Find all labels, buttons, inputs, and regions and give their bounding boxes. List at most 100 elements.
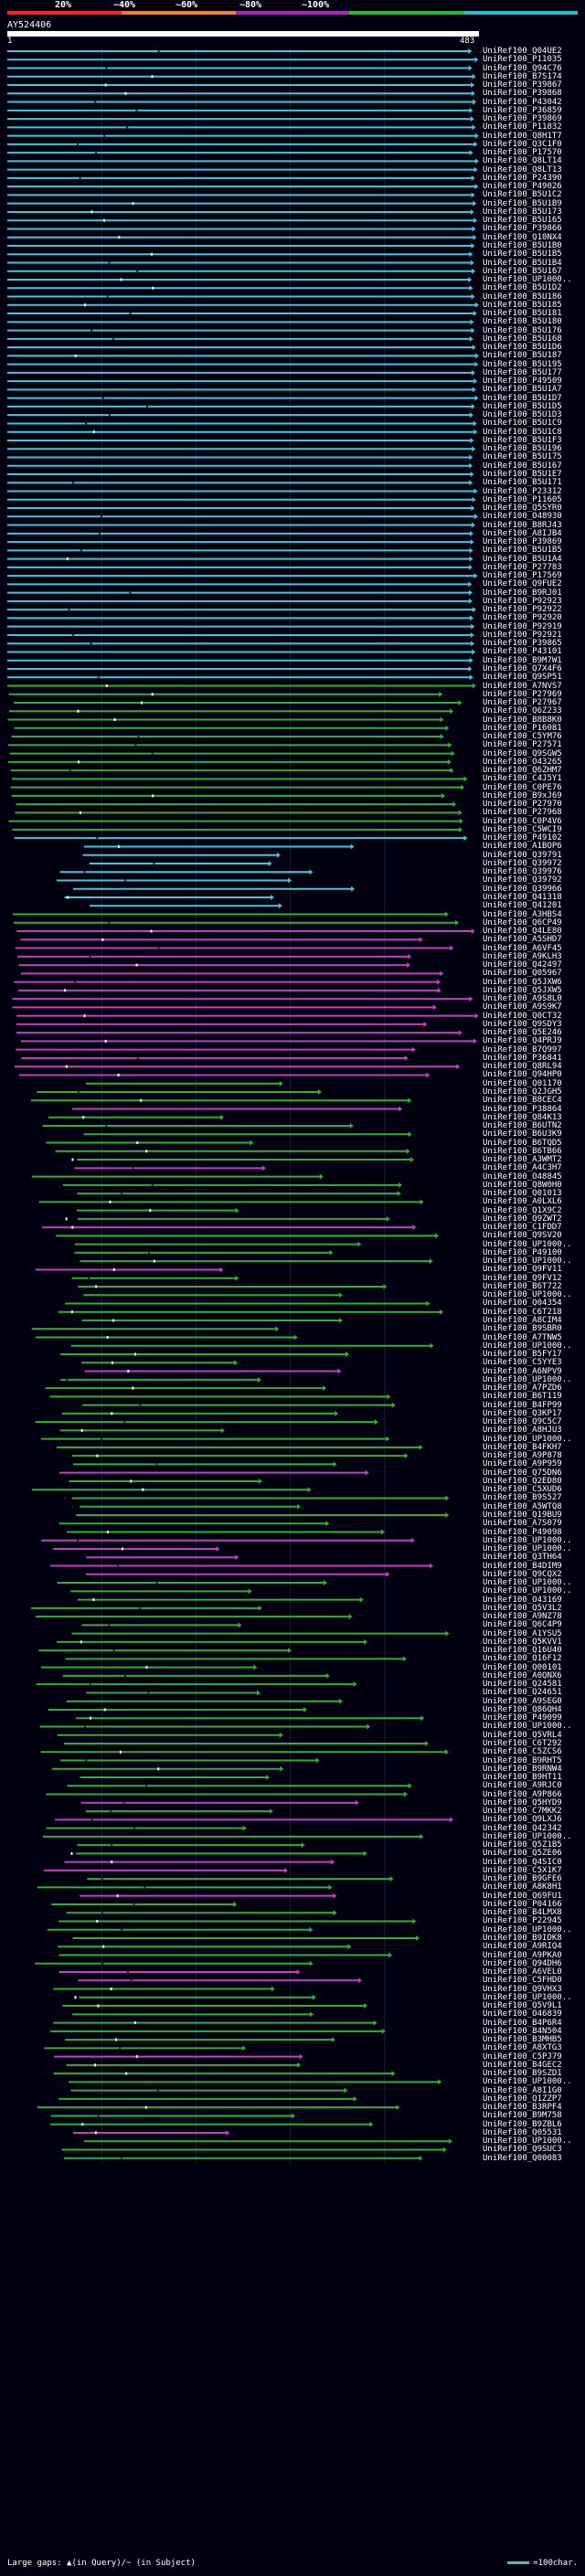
- hit-label[interactable]: UniRef100_B5U195: [483, 359, 562, 369]
- hit-label[interactable]: UniRef100_Q5SYR0: [483, 504, 562, 514]
- hit-alignment[interactable]: [58, 1469, 369, 1476]
- hit-alignment[interactable]: [53, 2019, 378, 2026]
- hit-alignment[interactable]: [72, 2129, 230, 2136]
- hit-label[interactable]: UniRef100_B5U167: [483, 266, 562, 276]
- hit-label[interactable]: UniRef100_Q0CT32: [483, 1011, 562, 1021]
- hit-label[interactable]: UniRef100_Q9SGW5: [483, 748, 562, 758]
- hit-alignment[interactable]: [48, 1114, 224, 1120]
- hit-label[interactable]: UniRef100_Q39792: [483, 875, 562, 885]
- hit-label[interactable]: UniRef100_A9PKA0: [483, 1950, 562, 1960]
- hit-alignment[interactable]: [74, 1249, 334, 1256]
- hit-label[interactable]: UniRef100_A8IJB4: [483, 528, 562, 538]
- hit-label[interactable]: UniRef100_B3RPF4: [483, 2103, 562, 2113]
- hit-label[interactable]: UniRef100_P22945: [483, 1916, 562, 1926]
- hit-alignment[interactable]: [81, 1318, 344, 1323]
- hit-label[interactable]: UniRef100_P23312: [483, 486, 562, 496]
- hit-alignment[interactable]: [16, 928, 475, 935]
- hit-alignment[interactable]: [14, 835, 468, 842]
- hit-alignment[interactable]: [36, 1681, 357, 1688]
- hit-alignment[interactable]: [64, 1859, 335, 1865]
- hit-label[interactable]: UniRef100_P39865: [483, 639, 562, 649]
- hit-alignment[interactable]: [7, 665, 473, 672]
- hit-label[interactable]: UniRef100_P39866: [483, 224, 562, 234]
- hit-alignment[interactable]: [7, 631, 474, 638]
- hit-label[interactable]: UniRef100_A6VF45: [483, 943, 562, 953]
- hit-alignment[interactable]: [32, 1487, 312, 1493]
- hit-alignment[interactable]: [83, 1292, 343, 1299]
- hit-alignment[interactable]: [61, 2147, 447, 2153]
- hit-label[interactable]: UniRef100_A9P866: [483, 1789, 562, 1799]
- hit-alignment[interactable]: [7, 387, 476, 393]
- hit-label[interactable]: UniRef100_Q16U40: [483, 1646, 562, 1656]
- hit-label[interactable]: UniRef100_A8I1G0: [483, 2085, 562, 2095]
- hit-label[interactable]: UniRef100_B9M7W1: [483, 655, 562, 665]
- hit-alignment[interactable]: [7, 268, 476, 274]
- hit-alignment[interactable]: [89, 860, 272, 866]
- hit-label[interactable]: UniRef100_C5YM76: [483, 732, 562, 742]
- hit-alignment[interactable]: [7, 73, 476, 80]
- hit-alignment[interactable]: [71, 1157, 415, 1163]
- hit-alignment[interactable]: [20, 970, 444, 977]
- hit-alignment[interactable]: [7, 395, 479, 401]
- hit-alignment[interactable]: [7, 556, 473, 562]
- hit-label[interactable]: UniRef100_B5U1B9: [483, 198, 562, 208]
- hit-alignment[interactable]: [7, 353, 479, 359]
- hit-label[interactable]: UniRef100_P24390: [483, 173, 562, 183]
- hit-alignment[interactable]: [14, 979, 441, 985]
- hit-alignment[interactable]: [57, 1638, 368, 1645]
- hit-label[interactable]: UniRef100_A3HBS4: [483, 909, 562, 919]
- hit-label[interactable]: UniRef100_Q3C1F0: [483, 139, 562, 149]
- hit-label[interactable]: UniRef100_Q3KP17: [483, 1408, 562, 1418]
- hit-label[interactable]: UniRef100_B4GEC2: [483, 2060, 562, 2070]
- hit-label[interactable]: UniRef100_B5U1A4: [483, 554, 562, 564]
- hit-alignment[interactable]: [60, 1376, 262, 1383]
- hit-label[interactable]: UniRef100_B5U167: [483, 461, 562, 471]
- hit-alignment[interactable]: [30, 1097, 412, 1104]
- hit-label[interactable]: UniRef100_A9P878: [483, 1451, 562, 1461]
- hit-alignment[interactable]: [82, 852, 281, 858]
- hit-label[interactable]: UniRef100_A3WMT2: [483, 1155, 562, 1165]
- hit-alignment[interactable]: [45, 1385, 327, 1392]
- hit-label[interactable]: UniRef100_B5U1D2: [483, 283, 562, 293]
- hit-label[interactable]: UniRef100_C0PE76: [483, 782, 562, 792]
- hit-alignment[interactable]: [7, 462, 473, 469]
- hit-alignment[interactable]: [81, 1360, 239, 1366]
- hit-label[interactable]: UniRef100_A9KLH3: [483, 951, 562, 961]
- hit-label[interactable]: UniRef100_Q5JXW5: [483, 985, 562, 995]
- hit-alignment[interactable]: [70, 2087, 348, 2094]
- hit-alignment[interactable]: [16, 1012, 479, 1019]
- hit-alignment[interactable]: [71, 1453, 409, 1459]
- hit-alignment[interactable]: [82, 1402, 396, 1408]
- hit-alignment[interactable]: [7, 234, 477, 240]
- hit-alignment[interactable]: [7, 454, 473, 461]
- hit-alignment[interactable]: [7, 589, 473, 596]
- hit-alignment[interactable]: [16, 801, 457, 808]
- hit-label[interactable]: UniRef100_B5U177: [483, 367, 562, 377]
- hit-label[interactable]: UniRef100_B5U1C2: [483, 190, 562, 200]
- hit-label[interactable]: UniRef100_Q7X4F6: [483, 663, 562, 673]
- hit-label[interactable]: UniRef100_P39868: [483, 89, 562, 99]
- hit-label[interactable]: UniRef100_P16081: [483, 723, 562, 733]
- hit-alignment[interactable]: [7, 420, 477, 427]
- hit-label[interactable]: UniRef100_P27967: [483, 698, 562, 708]
- hit-alignment[interactable]: [7, 480, 473, 486]
- hit-label[interactable]: UniRef100_C0P4V6: [483, 816, 562, 826]
- hit-label[interactable]: UniRef100_P92919: [483, 621, 562, 631]
- hit-alignment[interactable]: [7, 302, 479, 308]
- hit-label[interactable]: UniRef100_P49098: [483, 1527, 562, 1537]
- hit-label[interactable]: UniRef100_B8CEC4: [483, 1096, 562, 1106]
- hit-label[interactable]: UniRef100_P92920: [483, 613, 562, 623]
- hit-label[interactable]: UniRef100_B5U186: [483, 292, 562, 302]
- hit-label[interactable]: UniRef100_Q2JGH5: [483, 1087, 562, 1097]
- hit-alignment[interactable]: [11, 734, 444, 740]
- hit-label[interactable]: UniRef100_Q24581: [483, 1680, 562, 1690]
- hit-label[interactable]: UniRef100_P27571: [483, 740, 562, 750]
- hit-label[interactable]: UniRef100_C1FDD7: [483, 1223, 562, 1233]
- hit-alignment[interactable]: [70, 1850, 367, 1857]
- hit-label[interactable]: UniRef100_UP1000..: [483, 1831, 572, 1841]
- hit-label[interactable]: UniRef100_C4J5Y1: [483, 774, 562, 784]
- hit-alignment[interactable]: [16, 1021, 428, 1027]
- hit-label[interactable]: UniRef100_B8B8K0: [483, 715, 562, 725]
- hit-alignment[interactable]: [14, 1064, 461, 1070]
- hit-alignment[interactable]: [19, 1072, 431, 1078]
